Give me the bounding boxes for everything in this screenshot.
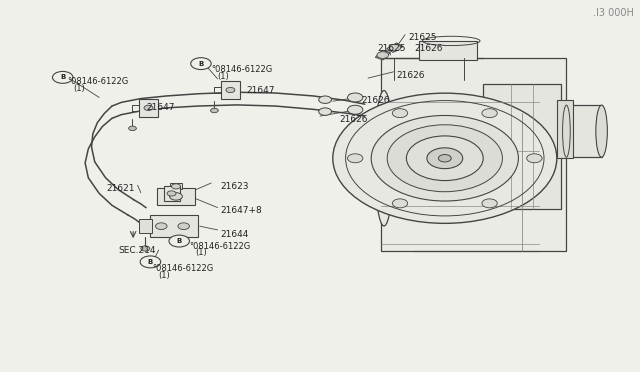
Text: 21626: 21626	[415, 44, 444, 53]
Text: (1): (1)	[74, 84, 85, 93]
Bar	[170, 183, 182, 189]
Text: SEC.214: SEC.214	[118, 246, 156, 254]
Text: °08146-6122G: °08146-6122G	[189, 242, 250, 251]
Bar	[221, 81, 240, 99]
Ellipse shape	[596, 105, 607, 157]
Text: 21647: 21647	[246, 86, 275, 94]
Bar	[157, 188, 195, 205]
Circle shape	[319, 96, 332, 103]
Circle shape	[427, 148, 463, 169]
Bar	[164, 186, 180, 201]
Circle shape	[129, 126, 136, 131]
Text: °08146-6122G: °08146-6122G	[152, 264, 214, 273]
Circle shape	[191, 58, 211, 70]
Text: 21621: 21621	[106, 184, 134, 193]
Circle shape	[156, 223, 167, 230]
Text: 21625: 21625	[378, 44, 406, 53]
Text: .I3 000H: .I3 000H	[593, 8, 634, 18]
Circle shape	[140, 256, 161, 268]
Circle shape	[211, 108, 218, 113]
Text: 21625: 21625	[408, 33, 437, 42]
Text: 21647+8: 21647+8	[221, 206, 262, 215]
Text: 21626: 21626	[397, 71, 426, 80]
Circle shape	[482, 199, 497, 208]
Bar	[375, 50, 390, 60]
Circle shape	[387, 125, 502, 192]
Circle shape	[141, 246, 150, 251]
Circle shape	[377, 52, 388, 58]
Circle shape	[438, 154, 451, 162]
Circle shape	[348, 105, 363, 114]
Circle shape	[371, 115, 518, 201]
Text: (1): (1)	[159, 271, 170, 280]
Text: 21626: 21626	[362, 96, 390, 105]
Text: B: B	[198, 61, 204, 67]
Bar	[139, 219, 152, 233]
Circle shape	[144, 105, 153, 110]
Bar	[483, 84, 561, 209]
Text: °08146-6122G: °08146-6122G	[211, 65, 273, 74]
Circle shape	[392, 109, 408, 118]
Circle shape	[167, 191, 176, 196]
Text: °08146-6122G: °08146-6122G	[67, 77, 129, 86]
Bar	[387, 43, 403, 52]
Circle shape	[406, 136, 483, 180]
Circle shape	[178, 223, 189, 230]
Bar	[139, 99, 158, 117]
Bar	[557, 100, 573, 158]
Circle shape	[392, 199, 408, 208]
Circle shape	[172, 184, 180, 189]
Circle shape	[482, 109, 497, 118]
Circle shape	[170, 193, 182, 200]
Text: 21647: 21647	[146, 103, 175, 112]
Bar	[419, 41, 477, 60]
Circle shape	[348, 93, 363, 102]
Bar	[150, 215, 198, 237]
Bar	[381, 58, 566, 251]
Circle shape	[333, 93, 557, 223]
Circle shape	[226, 87, 235, 93]
Ellipse shape	[374, 90, 394, 226]
Text: B: B	[177, 238, 182, 244]
Text: (1): (1)	[218, 72, 229, 81]
Circle shape	[389, 44, 401, 51]
Text: 21623: 21623	[221, 182, 250, 190]
Bar	[566, 105, 602, 157]
Circle shape	[348, 154, 363, 163]
Circle shape	[527, 154, 542, 163]
Text: (1): (1)	[195, 248, 207, 257]
Circle shape	[319, 108, 332, 115]
Text: B: B	[60, 74, 65, 80]
Circle shape	[52, 71, 73, 83]
Text: B: B	[148, 259, 153, 265]
Text: 21644: 21644	[221, 230, 249, 239]
Text: 21626: 21626	[339, 115, 368, 124]
Circle shape	[169, 235, 189, 247]
